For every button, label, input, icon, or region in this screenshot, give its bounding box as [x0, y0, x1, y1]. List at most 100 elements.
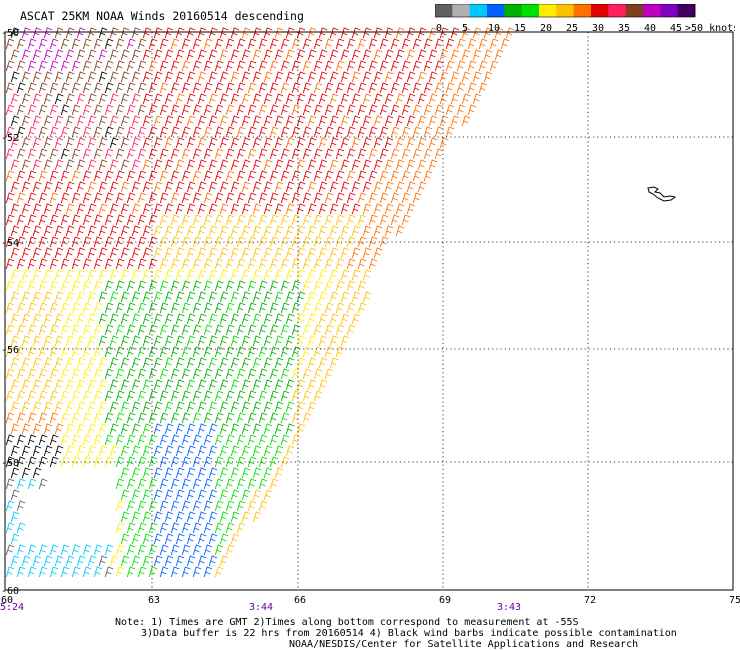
wind-barb — [186, 137, 196, 149]
wind-barb — [263, 203, 273, 215]
wind-barb — [274, 467, 284, 479]
wind-barb — [219, 467, 229, 479]
wind-barb — [137, 60, 147, 72]
wind-barb — [318, 203, 328, 215]
wind-barb — [390, 38, 400, 50]
wind-barb — [5, 346, 15, 358]
wind-barb — [148, 302, 158, 314]
wind-barb — [208, 401, 218, 413]
wind-barb — [346, 192, 356, 204]
wind-barb — [164, 71, 174, 83]
wind-barb — [76, 71, 86, 83]
wind-barb — [137, 192, 147, 204]
wind-barb — [439, 71, 449, 83]
wind-barb — [181, 522, 191, 534]
wind-barb — [131, 489, 141, 501]
legend-swatch — [591, 4, 609, 17]
wind-barb — [241, 159, 251, 171]
wind-barb — [401, 126, 411, 138]
wind-barb — [302, 324, 312, 336]
wind-barb — [269, 214, 279, 226]
wind-barb — [247, 126, 257, 138]
wind-barb — [274, 225, 284, 237]
wind-barb — [280, 368, 290, 380]
wind-barb — [120, 511, 130, 523]
wind-barb — [148, 456, 158, 468]
wind-barb — [368, 170, 378, 182]
wind-barb — [274, 93, 284, 105]
wind-barb — [197, 49, 207, 61]
wind-barb — [82, 544, 92, 556]
wind-barb — [32, 93, 42, 105]
wind-barb — [181, 324, 191, 336]
wind-barb — [401, 170, 411, 182]
wind-barb — [219, 71, 229, 83]
wind-barb — [65, 313, 75, 325]
wind-barb — [368, 214, 378, 226]
wind-barb — [142, 27, 152, 39]
wind-barb — [236, 60, 246, 72]
wind-barb — [302, 390, 312, 402]
wind-barb — [142, 159, 152, 171]
wind-barb — [109, 71, 119, 83]
wind-barb — [236, 280, 246, 292]
wind-barb — [280, 302, 290, 314]
wind-barb — [329, 159, 339, 171]
wind-barb — [274, 423, 284, 435]
wind-barb — [329, 181, 339, 193]
wind-barb — [225, 258, 235, 270]
wind-barb — [27, 412, 37, 424]
wind-barb — [10, 291, 20, 303]
wind-barb — [236, 456, 246, 468]
wind-barb — [236, 390, 246, 402]
wind-barb — [302, 302, 312, 314]
wind-barb — [120, 379, 130, 391]
wind-barb — [208, 357, 218, 369]
wind-barb — [291, 324, 301, 336]
wind-barb — [60, 148, 70, 160]
wind-barb — [307, 93, 317, 105]
wind-barb — [148, 148, 158, 160]
wind-barb — [346, 82, 356, 94]
wind-barb — [109, 357, 119, 369]
wind-barb — [241, 379, 251, 391]
wind-barb — [335, 258, 345, 270]
wind-barb — [38, 104, 48, 116]
wind-barb — [142, 49, 152, 61]
wind-barb — [423, 104, 433, 116]
wind-barb — [142, 181, 152, 193]
wind-barb — [351, 93, 361, 105]
wind-barb — [263, 423, 273, 435]
wind-barb — [153, 313, 163, 325]
wind-barb — [241, 335, 251, 347]
wind-barb — [43, 71, 53, 83]
wind-barb — [71, 368, 81, 380]
wind-barb — [362, 115, 372, 127]
heard-island-outline — [647, 186, 677, 202]
wind-barb — [93, 38, 103, 50]
longitude-label: 72 — [584, 595, 596, 606]
wind-barb — [340, 27, 350, 39]
wind-barb — [390, 148, 400, 160]
wind-barb — [417, 137, 427, 149]
wind-barb — [263, 335, 273, 347]
wind-barb — [142, 269, 152, 281]
wind-barb — [71, 346, 81, 358]
wind-barb — [104, 412, 114, 424]
wind-barb — [192, 148, 202, 160]
wind-barb — [241, 489, 251, 501]
wind-barb — [5, 280, 15, 292]
wind-barb — [302, 236, 312, 248]
wind-barb — [16, 456, 26, 468]
wind-barb — [335, 214, 345, 226]
wind-barb — [230, 93, 240, 105]
time-label: 3:43 — [497, 602, 521, 613]
wind-barb — [214, 192, 224, 204]
wind-barb — [10, 533, 20, 545]
wind-barb — [175, 203, 185, 215]
wind-barb — [76, 225, 86, 237]
wind-barb — [258, 60, 268, 72]
wind-barb — [247, 60, 257, 72]
legend-swatch — [625, 4, 644, 17]
wind-barb — [230, 115, 240, 127]
